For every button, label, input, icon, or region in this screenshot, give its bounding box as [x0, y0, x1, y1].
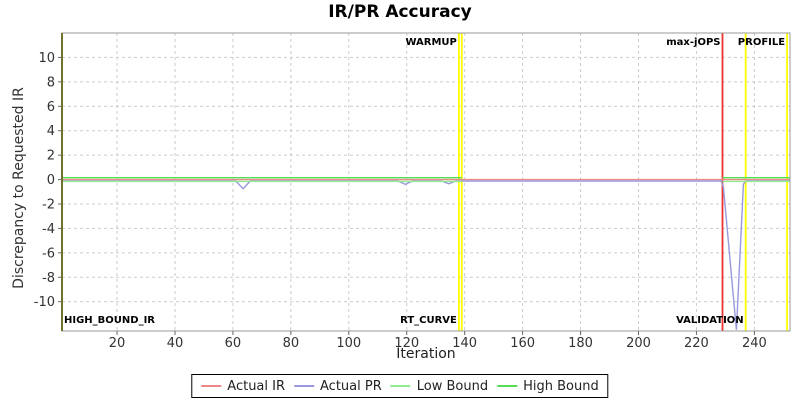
series-actual-pr — [62, 180, 790, 330]
legend-item: High Bound — [497, 379, 599, 394]
x-tick-label: 80 — [283, 336, 300, 351]
y-tick-label: -4 — [42, 222, 55, 237]
series-line — [62, 180, 790, 330]
x-tick-label: 60 — [225, 336, 242, 351]
y-tick-label: 4 — [47, 124, 55, 139]
y-tick-label: 6 — [47, 100, 55, 115]
y-tick-label: -6 — [42, 246, 55, 261]
legend-label: High Bound — [523, 378, 599, 394]
legend-swatch — [294, 385, 315, 387]
chart-title: IR/PR Accuracy — [328, 2, 472, 22]
x-tick-label: 40 — [167, 336, 184, 351]
x-tick-label: 120 — [394, 336, 419, 351]
phase-label: RT_CURVE — [400, 315, 457, 326]
legend-swatch — [201, 385, 222, 387]
y-tick-label: -10 — [34, 295, 55, 310]
x-axis-label: Iteration — [396, 346, 456, 362]
y-tick-label: 8 — [47, 75, 55, 90]
legend-swatch — [497, 385, 518, 387]
legend-item: Actual PR — [294, 379, 382, 394]
tick-labels: 20 40 60 80 100 120 140 160 180 200 220 240-10-8-6-… — [34, 51, 767, 351]
x-tick-label: 100 — [336, 336, 361, 351]
legend-label: Actual IR — [227, 378, 286, 394]
x-tick-label: 200 — [626, 336, 651, 351]
x-tick-label: 20 — [109, 336, 126, 351]
x-tick-label: 180 — [568, 336, 593, 351]
y-tick-label: 10 — [38, 51, 55, 66]
y-tick-label: 2 — [47, 149, 55, 164]
legend-label: Actual PR — [320, 378, 382, 394]
phase-label: max-jOPS — [666, 37, 720, 48]
x-tick-label: 220 — [684, 336, 709, 351]
legend-item: Low Bound — [390, 378, 489, 394]
legend-swatch — [390, 385, 411, 387]
y-tick-label: 0 — [47, 173, 55, 188]
phase-label: PROFILE — [738, 37, 785, 48]
tick-marks — [58, 56, 755, 335]
legend: Actual IR Actual PR Low Bound High Bound — [191, 374, 609, 398]
legend-item: Actual IR — [201, 379, 285, 394]
x-tick-label: 160 — [510, 336, 535, 351]
phase-label: VALIDATION — [676, 315, 744, 326]
phase-labels: WARMUP max-jOPS PROFILE HIGH_BOUND_IR RT_CUR… — [64, 37, 785, 326]
legend-label: Low Bound — [416, 378, 489, 394]
phase-label: WARMUP — [405, 37, 456, 48]
x-tick-label: 240 — [742, 336, 767, 351]
y-tick-label: -2 — [42, 197, 55, 212]
y-tick-label: -8 — [42, 271, 55, 286]
x-tick-label: 140 — [452, 336, 477, 351]
phase-label: HIGH_BOUND_IR — [64, 315, 155, 326]
